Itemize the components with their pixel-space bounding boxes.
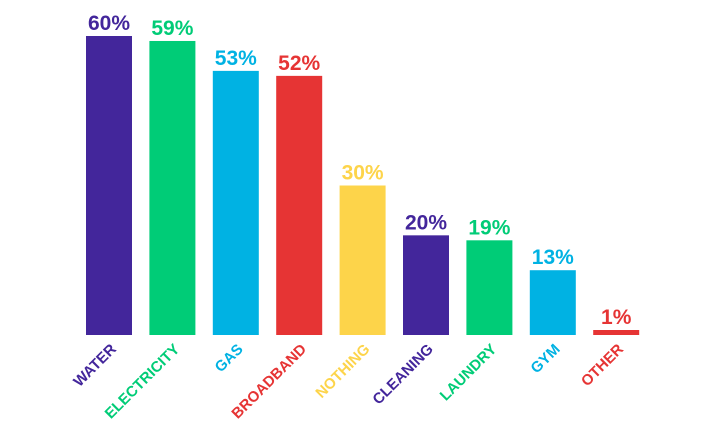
value-label-nothing: 30%: [342, 162, 384, 185]
category-label-nothing: NOTHING: [312, 341, 373, 402]
bar-cleaning: [403, 235, 449, 335]
value-label-broadband: 52%: [278, 52, 320, 75]
value-label-gym: 13%: [532, 246, 574, 269]
bar-water: [86, 36, 132, 335]
value-label-water: 60%: [88, 12, 130, 35]
category-label-other: OTHER: [578, 341, 627, 390]
value-label-other: 1%: [601, 306, 632, 329]
category-label-water: WATER: [70, 341, 120, 391]
value-labels-group: 60% 59% 53% 52% 30% 20% 19% 13% 1%: [88, 12, 632, 329]
category-label-cleaning: CLEANING: [369, 341, 436, 408]
bar-broadband: [276, 75, 323, 335]
value-label-electricity: 59%: [151, 17, 193, 40]
bar-gas: [212, 70, 259, 335]
bar-nothing: [339, 185, 386, 335]
value-label-gas: 53%: [215, 47, 257, 70]
value-label-laundry: 19%: [468, 216, 510, 239]
bar-other: [593, 330, 640, 335]
bar-laundry: [466, 240, 513, 335]
bar-gym: [529, 270, 576, 335]
bars-group: [86, 36, 640, 335]
bar-electricity: [149, 40, 196, 335]
category-label-gas: GAS: [212, 341, 247, 376]
value-label-cleaning: 20%: [405, 211, 447, 234]
category-label-laundry: LAUNDRY: [437, 341, 500, 404]
category-label-gym: GYM: [527, 341, 563, 377]
